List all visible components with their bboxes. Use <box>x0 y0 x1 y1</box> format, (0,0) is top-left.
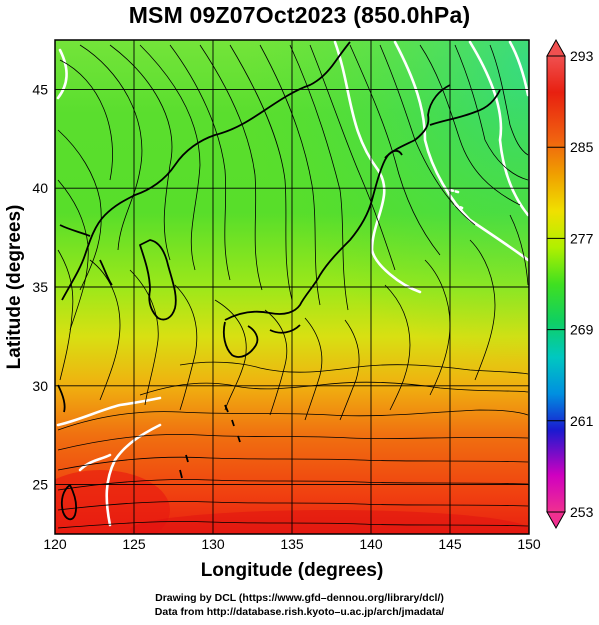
wind-streamlines <box>57 44 529 529</box>
y-tick-label: 35 <box>32 279 48 295</box>
colorbar-tick-label: 253 <box>570 504 594 520</box>
plot-frame <box>54 39 530 535</box>
credit-data-source: Data from http://database.rish.kyoto–u.a… <box>154 606 445 618</box>
colorbar-bottom-cap <box>546 511 566 530</box>
colorbar-tick-label: 293 <box>570 48 594 64</box>
colorbar-tick-label: 277 <box>570 230 594 246</box>
y-axis-title: Latitude (degrees) <box>4 205 25 370</box>
temperature-field <box>55 40 529 534</box>
colorbar-top-cap <box>546 38 566 57</box>
colorbar-tick-label: 261 <box>570 413 594 429</box>
y-tick-label: 40 <box>32 180 48 196</box>
x-tick-label: 125 <box>122 536 146 552</box>
map-title: MSM 09Z07Oct2023 (850.0hPa) <box>128 2 471 28</box>
y-tick-label: 25 <box>32 477 48 493</box>
colorbar-tick-label: 269 <box>570 322 594 338</box>
colorbar-scale <box>546 55 566 513</box>
x-tick-label: 145 <box>438 536 462 552</box>
x-axis-ticks: 120 125 130 135 140 145 150 <box>43 536 541 552</box>
y-tick-label: 30 <box>32 378 48 394</box>
colorbar: 293 285 277 269 261 253 <box>546 38 594 530</box>
colorbar-tick-label: 285 <box>570 139 594 155</box>
x-axis-title: Longitude (degrees) <box>201 560 384 581</box>
credit-drawing: Drawing by DCL (https://www.gfd–dennou.o… <box>155 592 444 604</box>
x-tick-label: 130 <box>201 536 225 552</box>
x-tick-label: 150 <box>517 536 541 552</box>
x-tick-label: 120 <box>43 536 67 552</box>
x-tick-label: 135 <box>280 536 304 552</box>
y-axis-ticks: 25 30 35 40 45 <box>32 81 48 492</box>
coastlines <box>57 41 501 521</box>
x-tick-label: 140 <box>359 536 383 552</box>
grid-lines <box>55 40 529 534</box>
y-tick-label: 45 <box>32 81 48 97</box>
